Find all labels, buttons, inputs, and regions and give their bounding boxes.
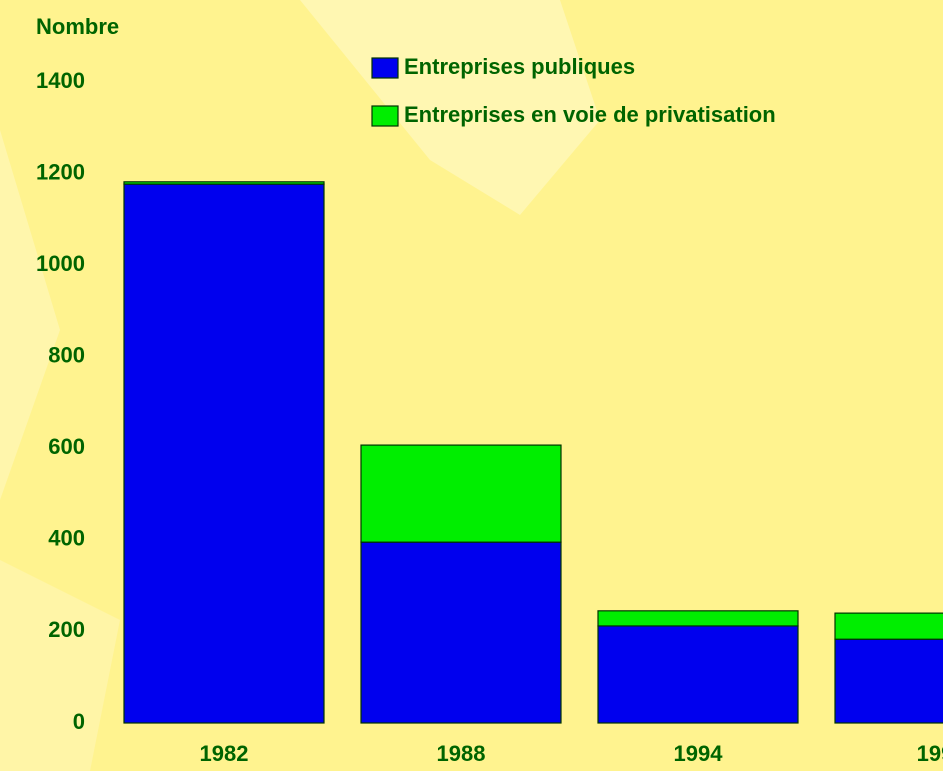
bar-segment (597, 625, 799, 724)
y-tick-label: 0 (73, 709, 85, 734)
x-tick-label: 1994 (674, 741, 724, 766)
legend-swatch (371, 57, 399, 79)
bar-segment (360, 541, 562, 724)
x-tick-label: 199 (917, 741, 943, 766)
y-tick-label: 1000 (36, 251, 85, 276)
y-tick-label: 1400 (36, 68, 85, 93)
bar-segment (123, 183, 325, 724)
legend-swatch (371, 105, 399, 127)
legend-label: Entreprises publiques (404, 54, 635, 79)
y-tick-label: 400 (48, 526, 85, 551)
y-tick-label: 600 (48, 434, 85, 459)
bar-segment (360, 444, 562, 543)
legend-label: Entreprises en voie de privatisation (404, 102, 776, 127)
y-tick-label: 200 (48, 617, 85, 642)
bar-segment (834, 612, 943, 640)
y-tick-label: 1200 (36, 159, 85, 184)
background-decor (0, 0, 600, 771)
x-tick-label: 1988 (437, 741, 486, 766)
y-axis-label: Nombre (36, 14, 119, 39)
bar-segment (597, 610, 799, 627)
bar-segment (834, 638, 943, 724)
x-tick-label: 1982 (200, 741, 249, 766)
bar-segment (123, 181, 325, 185)
y-tick-label: 800 (48, 343, 85, 368)
